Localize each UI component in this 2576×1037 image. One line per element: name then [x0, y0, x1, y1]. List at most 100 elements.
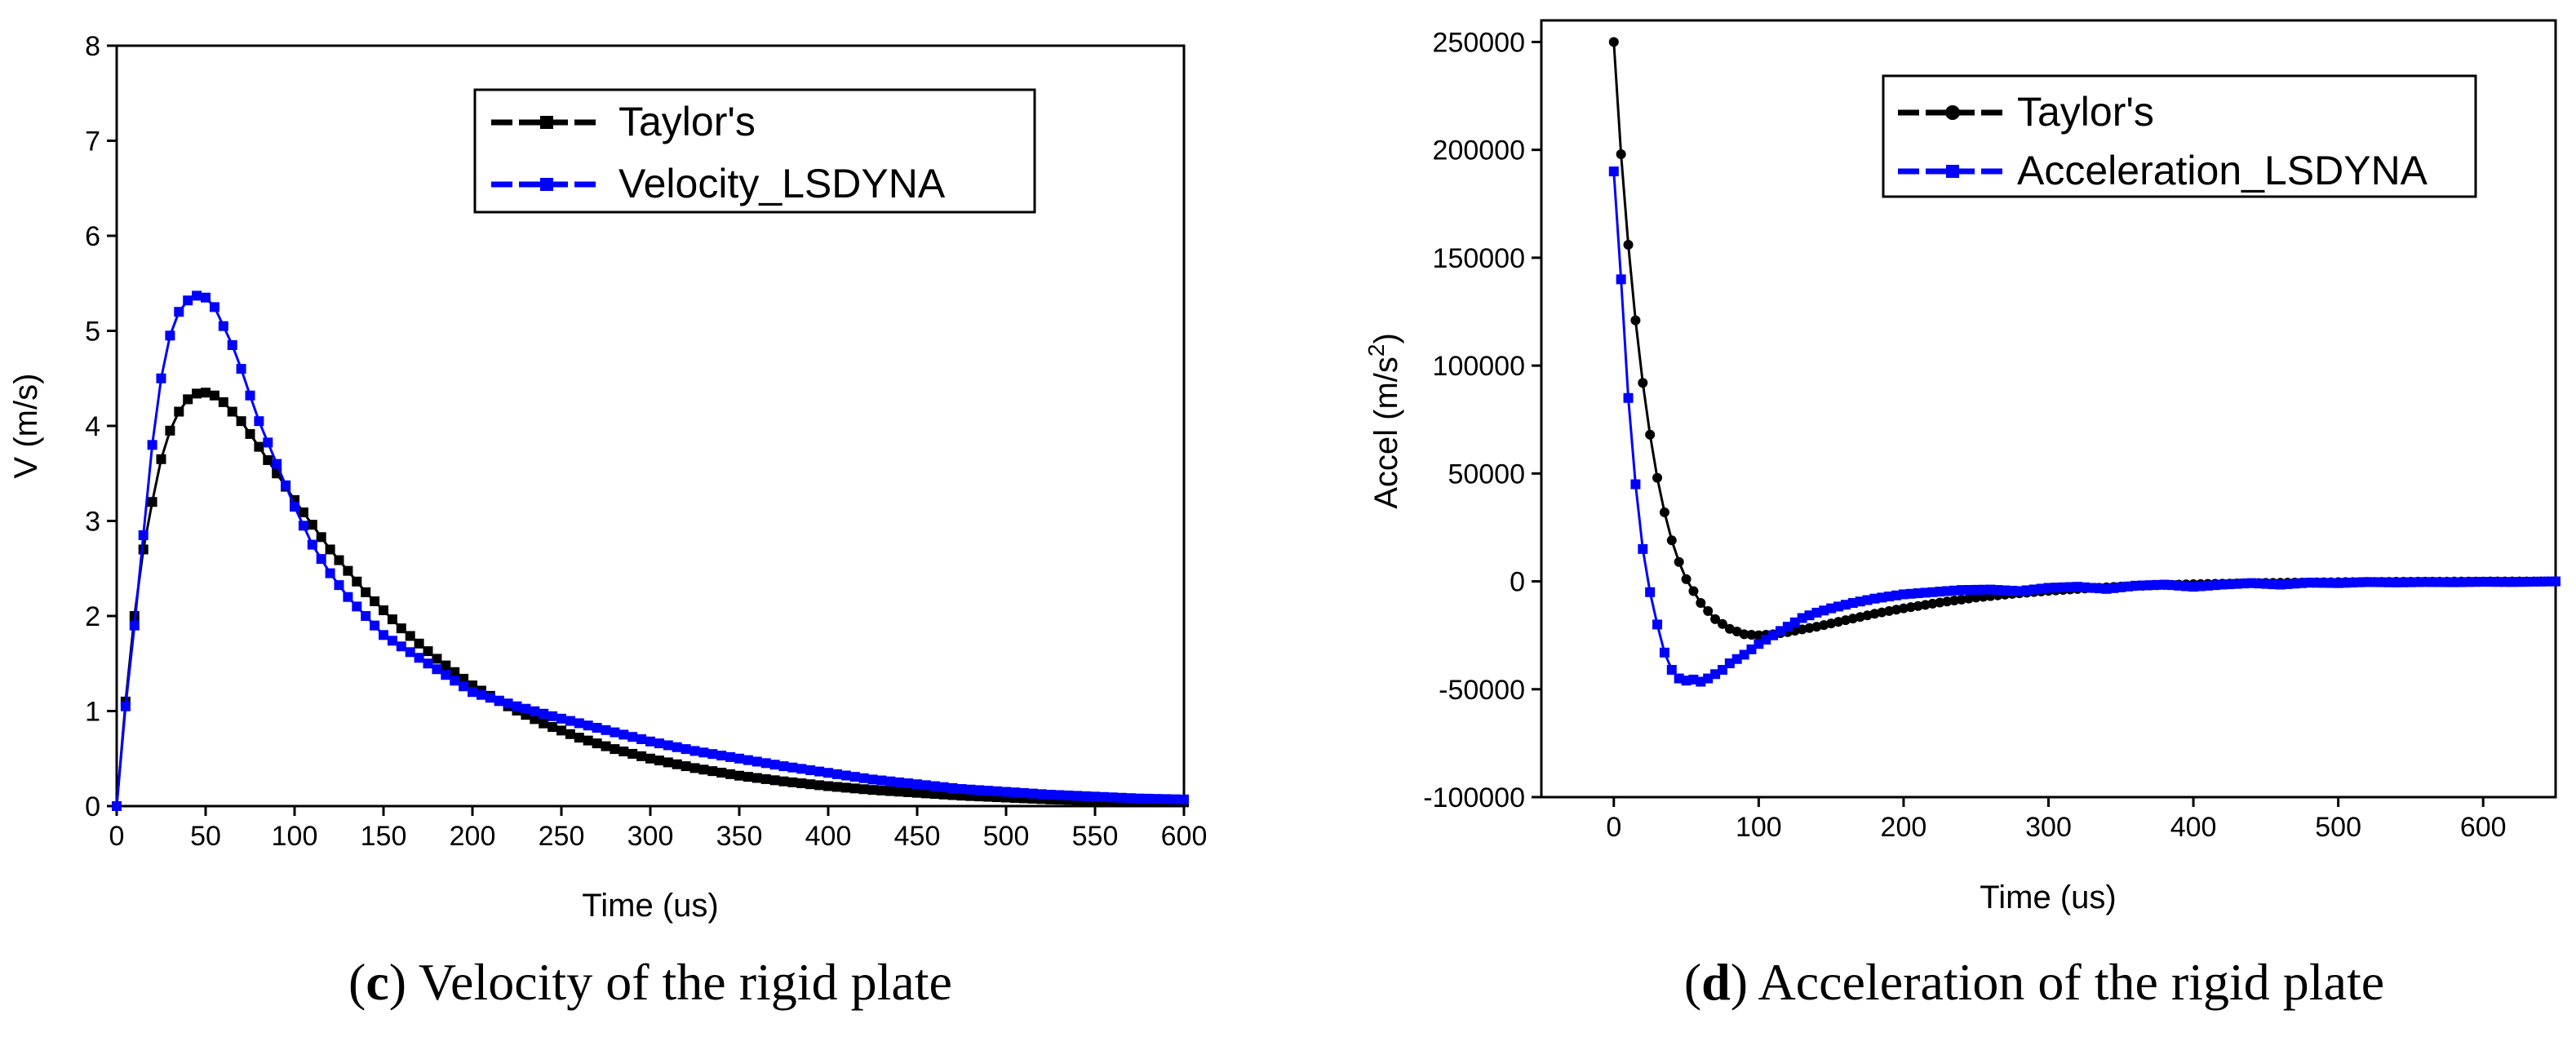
data-point — [396, 623, 406, 634]
data-point — [610, 727, 620, 738]
data-point — [307, 539, 317, 550]
data-point — [1666, 664, 1677, 675]
y-axis-label: Accel (m/s2) — [1363, 333, 1404, 509]
data-point — [1630, 479, 1641, 490]
data-point — [876, 775, 887, 786]
data-point — [1116, 792, 1127, 803]
y-tick-label: -100000 — [1423, 782, 1525, 813]
data-point — [548, 711, 558, 721]
data-point — [530, 714, 540, 725]
data-point — [352, 576, 362, 587]
data-point — [574, 718, 584, 729]
data-point — [450, 667, 460, 677]
data-point — [849, 772, 860, 782]
data-point — [663, 757, 673, 768]
data-point — [414, 653, 424, 663]
data-point — [796, 778, 807, 789]
x-axis-label: Time (us) — [1980, 880, 2116, 915]
data-point — [681, 761, 691, 772]
data-point — [174, 406, 184, 417]
data-point — [627, 732, 638, 742]
data-point — [423, 658, 433, 669]
data-point — [903, 787, 914, 797]
data-point — [885, 786, 896, 796]
data-point — [1616, 148, 1626, 159]
data-point — [1920, 600, 1931, 610]
data-point — [183, 394, 193, 405]
data-point — [858, 784, 869, 795]
data-point — [805, 779, 816, 790]
data-point — [894, 787, 905, 797]
data-point — [2551, 576, 2560, 587]
data-point — [636, 733, 647, 744]
data-point — [1134, 793, 1145, 804]
x-tick-label: 300 — [627, 821, 674, 852]
data-point — [138, 530, 149, 540]
panel-caption: (c) Velocity of the rigid plate — [348, 953, 952, 1011]
data-point — [396, 641, 406, 652]
data-point — [530, 706, 540, 716]
data-point — [1681, 574, 1691, 584]
legend-marker-lsdyna — [540, 178, 553, 191]
data-point — [1018, 787, 1029, 798]
data-point — [370, 620, 380, 631]
data-point — [334, 580, 344, 591]
x-tick-label: 500 — [2315, 812, 2361, 843]
data-point — [1652, 472, 1663, 483]
data-point — [539, 708, 549, 719]
data-point — [1645, 429, 1656, 440]
data-point — [698, 747, 709, 758]
data-point — [459, 681, 469, 692]
data-point — [752, 756, 762, 767]
x-tick-label: 600 — [2460, 812, 2507, 843]
data-point — [743, 772, 753, 782]
data-point — [1161, 794, 1172, 804]
data-point — [1971, 592, 1981, 603]
data-point — [1746, 630, 1757, 640]
data-point — [405, 647, 415, 658]
y-tick-label: 50000 — [1448, 459, 1525, 490]
data-point — [645, 736, 655, 747]
data-point — [707, 766, 718, 777]
data-point — [1877, 607, 1887, 618]
y-tick-label: 250000 — [1433, 27, 1525, 58]
data-point — [1956, 594, 1966, 605]
data-point — [565, 729, 575, 739]
data-point — [769, 775, 780, 786]
y-tick-label: -50000 — [1439, 675, 1525, 706]
data-point — [361, 587, 371, 597]
data-point — [307, 520, 317, 530]
data-point — [192, 290, 202, 301]
data-point — [903, 778, 914, 789]
data-point — [760, 758, 771, 769]
data-point — [619, 729, 629, 740]
data-point — [1036, 789, 1047, 800]
data-point — [1616, 274, 1626, 285]
x-tick-label: 100 — [272, 821, 318, 852]
data-point — [583, 720, 593, 731]
legend-marker-taylor — [1945, 105, 1960, 120]
data-point — [1659, 507, 1669, 517]
data-point — [814, 780, 825, 791]
data-point — [1804, 623, 1815, 633]
data-point — [894, 777, 905, 787]
data-point — [752, 773, 762, 783]
data-point — [1009, 787, 1020, 798]
data-point — [1884, 605, 1895, 616]
data-point — [716, 767, 727, 778]
data-point — [769, 760, 780, 770]
data-point — [1054, 790, 1065, 800]
x-axis-label: Time (us) — [582, 888, 718, 924]
data-point — [574, 733, 584, 743]
data-point — [512, 701, 522, 711]
data-point — [1638, 378, 1648, 388]
data-point — [1696, 598, 1706, 608]
data-point — [156, 373, 166, 383]
data-point — [1674, 556, 1684, 567]
data-point — [298, 507, 308, 518]
data-point — [1630, 315, 1641, 326]
y-tick-label: 4 — [85, 411, 100, 442]
data-point — [920, 780, 931, 791]
data-point — [867, 785, 878, 795]
data-point — [325, 544, 335, 555]
